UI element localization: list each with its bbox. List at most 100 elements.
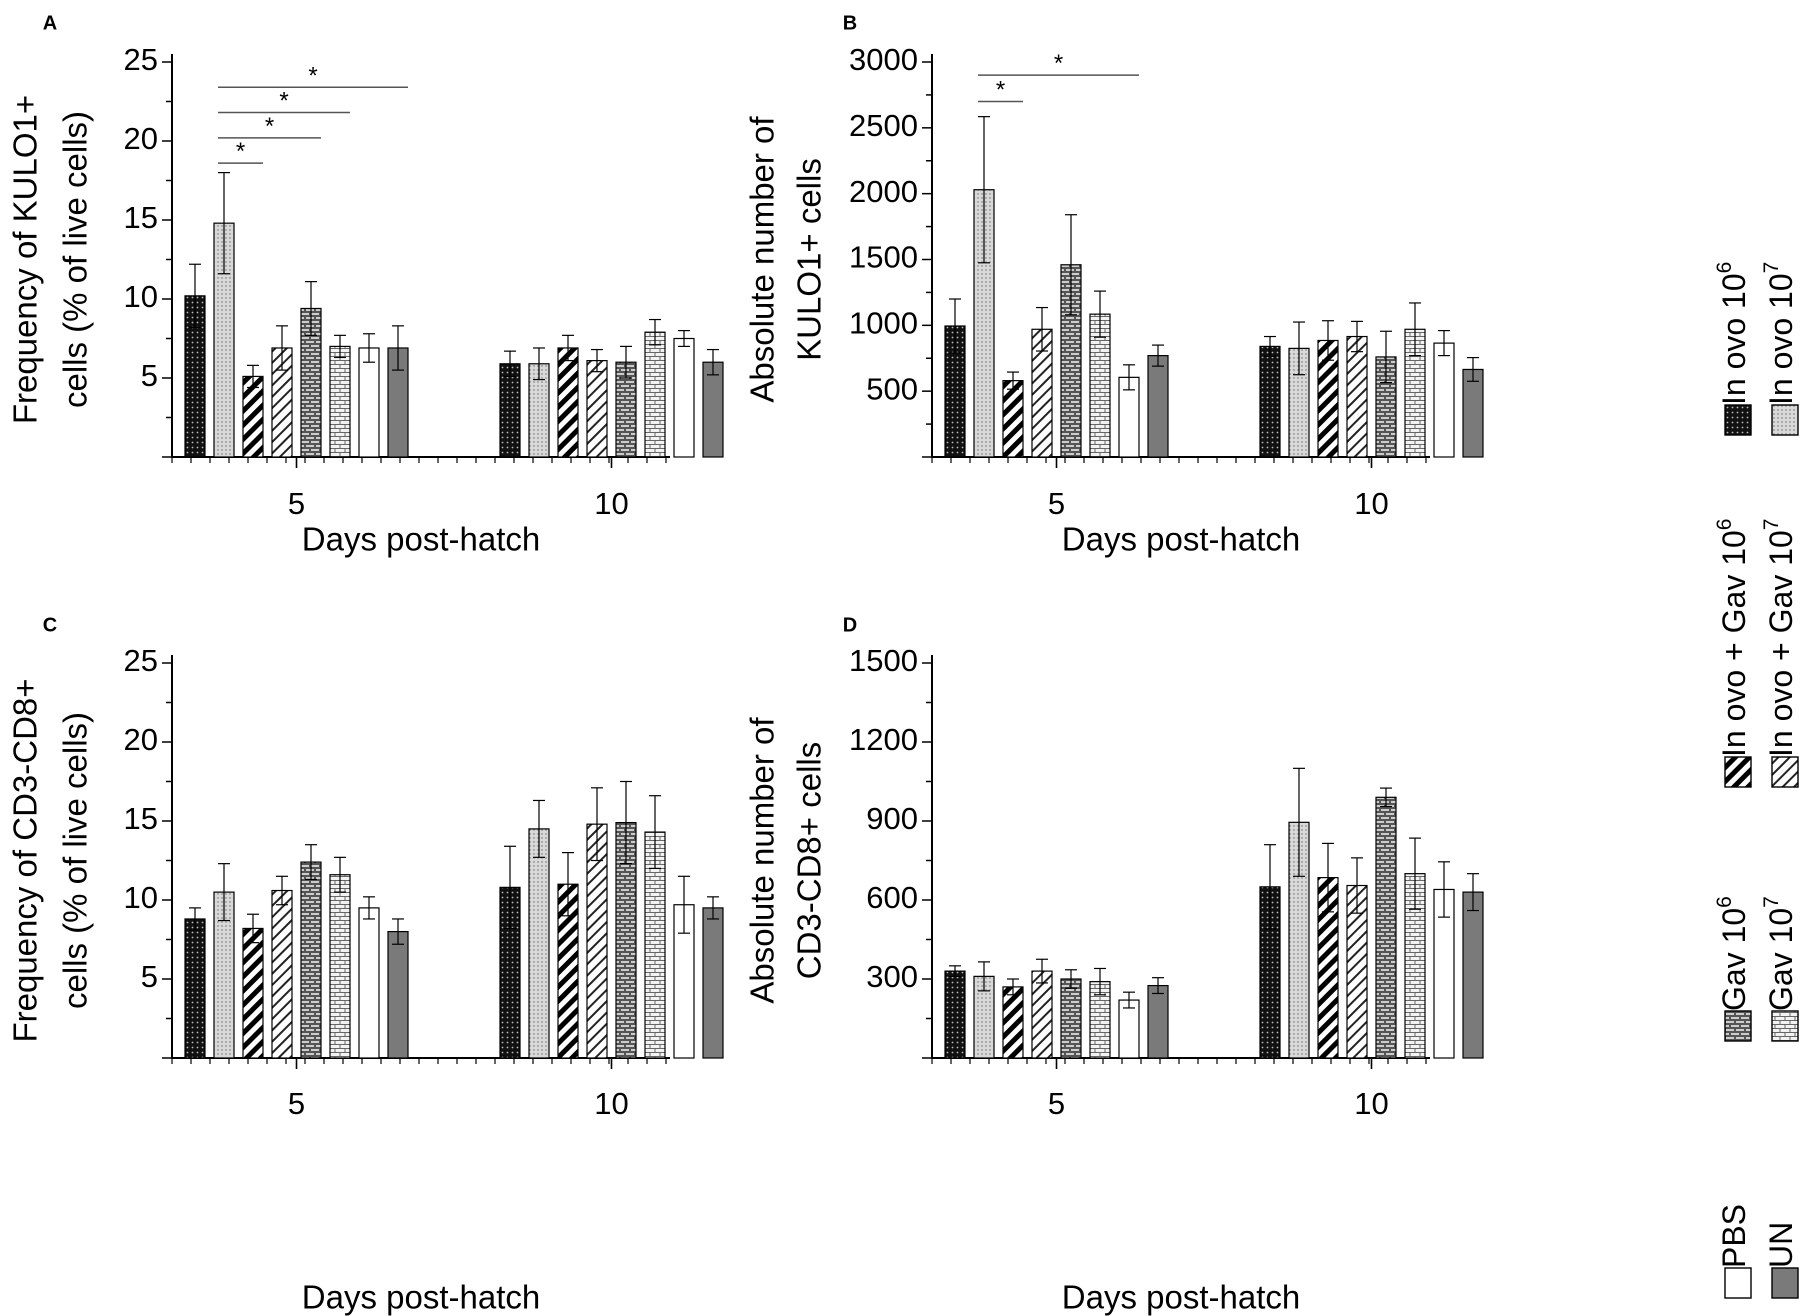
bar	[358, 347, 380, 458]
bar	[702, 361, 724, 458]
legend-item-pbs: PBS	[1716, 1204, 1752, 1299]
legend-item-iog7: In ovo + Gav 107	[1760, 519, 1800, 788]
bar	[184, 918, 206, 1059]
legend-item-gav7: Gav 107	[1760, 896, 1800, 1042]
y-axis-title-line1: Absolute number of	[744, 116, 781, 403]
legend-swatch	[1724, 404, 1752, 436]
legend-label: Gav 106	[1713, 896, 1753, 1011]
bar	[528, 828, 550, 1059]
bar	[1002, 986, 1024, 1059]
x-tick-label: 5	[1048, 1086, 1065, 1121]
legend-label-exponent: 7	[1760, 896, 1783, 908]
significance-star: *	[236, 138, 245, 165]
x-tick-label: 5	[288, 486, 305, 521]
x-tick-label: 5	[288, 1086, 305, 1121]
bar	[1118, 999, 1140, 1059]
legend-label: PBS	[1716, 1204, 1752, 1268]
bar	[1002, 380, 1024, 458]
panel-letter: D	[843, 614, 857, 636]
legend-swatch	[1771, 1010, 1799, 1042]
legend-label-text: In ovo 10	[1763, 273, 1799, 405]
y-axis-title-line1: Frequency of CD3-CD8+	[7, 678, 44, 1042]
legend-label-text: In ovo 10	[1716, 273, 1752, 405]
bar	[944, 970, 966, 1059]
bar	[1259, 345, 1281, 458]
y-axis-title-line1: Absolute number of	[744, 717, 781, 1004]
x-tick-label: 10	[1354, 486, 1388, 521]
y-tick-label: 5	[141, 358, 158, 393]
y-tick-label: 10	[124, 880, 158, 915]
y-axis-title-line1: Frequency of KULO1+	[7, 95, 44, 424]
y-tick-label: 5	[141, 959, 158, 994]
y-tick-label: 25	[124, 42, 158, 77]
x-axis-title: Days post-hatch	[302, 1279, 540, 1316]
significance-star: *	[279, 88, 288, 115]
legend-label: In ovo 107	[1760, 262, 1800, 405]
legend-label-text: Gav 10	[1763, 908, 1799, 1011]
x-axis-title: Days post-hatch	[1062, 521, 1300, 558]
panel-letter: C	[43, 614, 57, 636]
significance-star: *	[265, 113, 274, 140]
legend-swatch	[1724, 1267, 1752, 1299]
bar	[557, 347, 579, 458]
bar	[499, 363, 521, 458]
legend-label-exponent: 7	[1760, 519, 1783, 531]
y-tick-label: 3000	[849, 42, 918, 77]
y-tick-label: 20	[124, 722, 158, 757]
y-tick-label: 1500	[849, 240, 918, 275]
y-tick-label: 15	[124, 801, 158, 836]
legend-swatch	[1724, 756, 1752, 788]
x-axis-title: Days post-hatch	[302, 521, 540, 558]
legend-item-io6: In ovo 106	[1713, 262, 1753, 436]
bar	[329, 345, 351, 458]
bar	[1433, 342, 1455, 458]
panel-c: C 5 10 15 20 25 5 10 Days post-hatch Frequency of…	[7, 614, 724, 1316]
y-tick-label: 10	[124, 279, 158, 314]
x-tick-label: 10	[594, 486, 628, 521]
bar	[644, 331, 666, 458]
bar	[702, 907, 724, 1059]
bar	[1060, 978, 1082, 1059]
bar	[329, 874, 351, 1059]
y-tick-label: 1500	[849, 643, 918, 678]
bar	[242, 375, 264, 458]
bar	[673, 337, 695, 458]
y-tick-label: 500	[866, 371, 918, 406]
y-axis-title-line2: cells (% of live cells)	[57, 111, 94, 408]
y-tick-label: 600	[866, 880, 918, 915]
legend-swatch	[1724, 1010, 1752, 1042]
legend-item-gav6: Gav 106	[1713, 896, 1753, 1042]
bar	[1346, 335, 1368, 458]
y-tick-label: 20	[124, 121, 158, 156]
legend-label-text: PBS	[1716, 1204, 1752, 1268]
bar	[242, 927, 264, 1059]
y-tick-label: 900	[866, 801, 918, 836]
legend-item-un: UN	[1763, 1222, 1799, 1299]
x-tick-label: 5	[1048, 486, 1065, 521]
legend-label: In ovo + Gav 107	[1760, 519, 1800, 758]
legend-swatch	[1771, 404, 1799, 436]
bar	[1462, 891, 1484, 1059]
y-axis-title-line2: KULO1+ cells	[791, 158, 828, 361]
x-tick-label: 10	[594, 1086, 628, 1121]
bar	[1375, 796, 1397, 1059]
x-tick-label: 10	[1354, 1086, 1388, 1121]
legend-label-text: In ovo + Gav 10	[1716, 530, 1752, 757]
y-tick-label: 2500	[849, 108, 918, 143]
legend-label-text: In ovo + Gav 10	[1763, 530, 1799, 757]
legend-label-exponent: 6	[1713, 519, 1736, 531]
panel-letter: B	[843, 12, 857, 34]
legend-label: UN	[1763, 1222, 1799, 1268]
bar	[1147, 355, 1169, 458]
bar	[1147, 984, 1169, 1059]
panel-b: B 500 1000 1500 2000 2500 3000 5 10 * * Days post-h…	[744, 12, 1484, 558]
legend-label: Gav 107	[1760, 896, 1800, 1011]
legend-item-io7: In ovo 107	[1760, 262, 1800, 436]
y-axis-title-line2: cells (% of live cells)	[57, 712, 94, 1009]
legend-label: In ovo 106	[1713, 262, 1753, 405]
y-tick-label: 300	[866, 959, 918, 994]
bar	[271, 889, 293, 1059]
